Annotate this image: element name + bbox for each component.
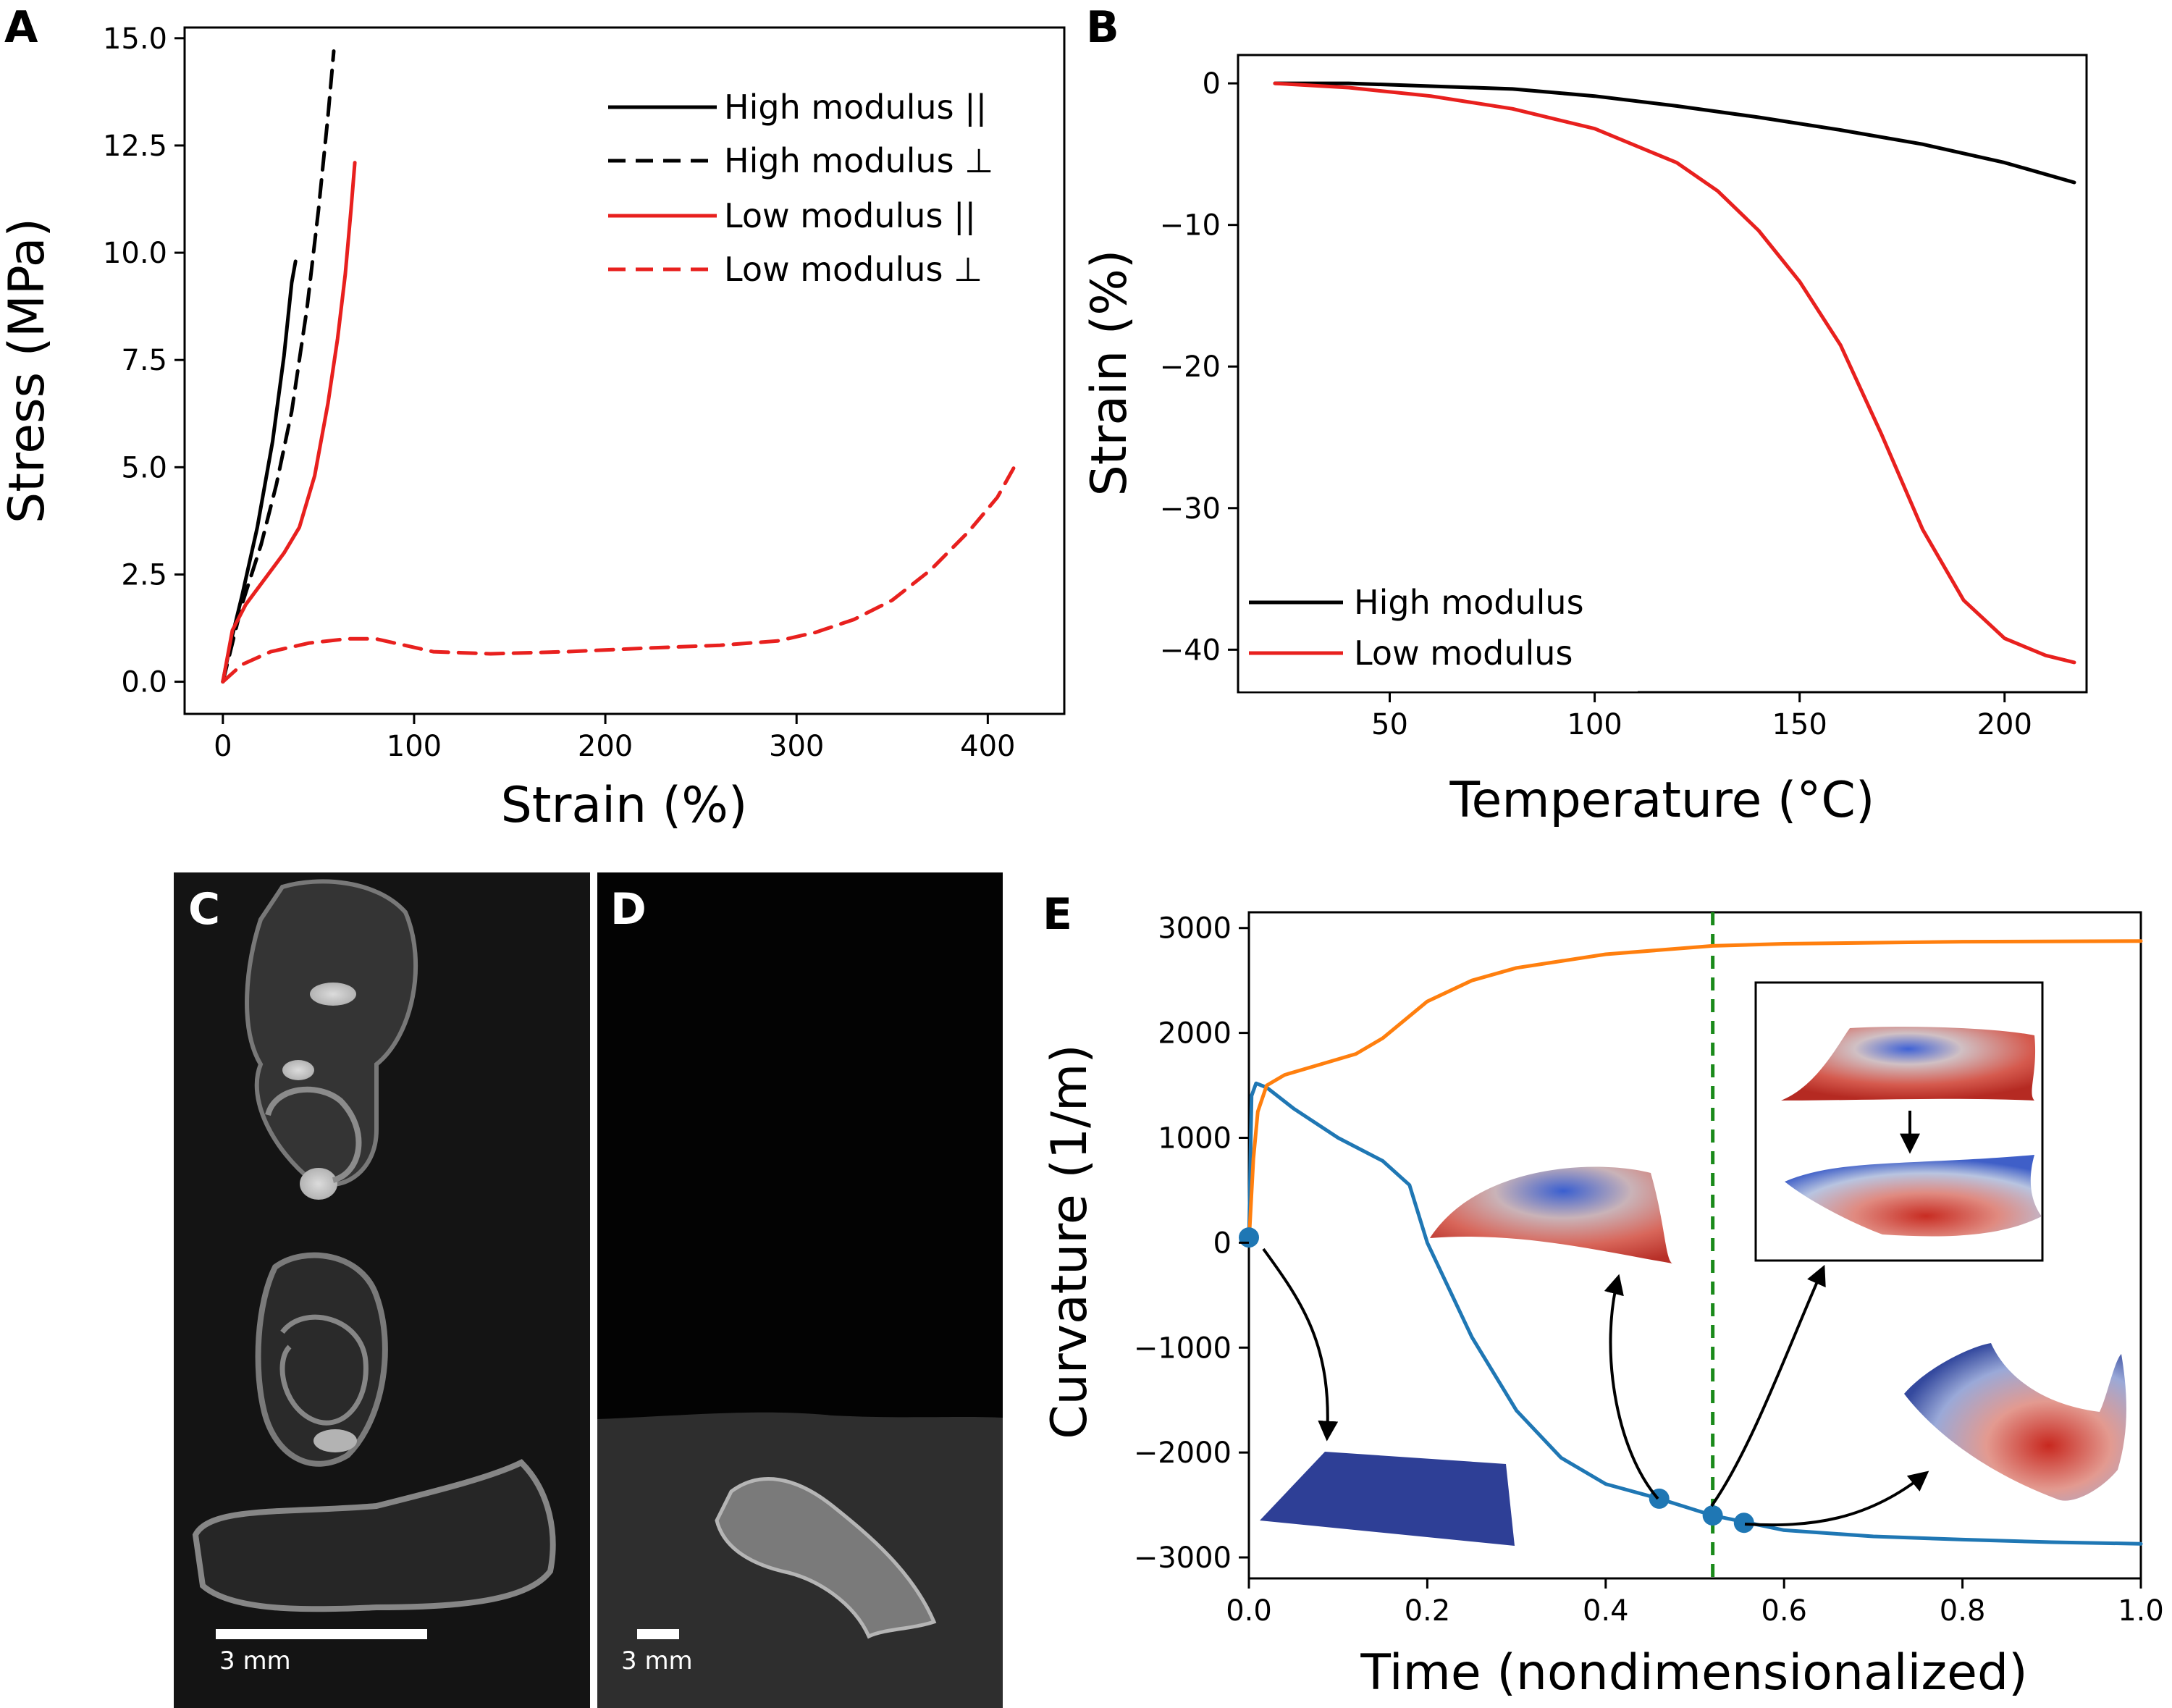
legend-b: High modulus Low modulus bbox=[1239, 539, 1638, 691]
x-ticks-a: 0 100 200 300 400 bbox=[214, 714, 1016, 763]
x-tick-label-e-4: 0.8 bbox=[1940, 1594, 1986, 1628]
y-tick-label-b-1: −10 bbox=[1160, 209, 1221, 243]
y-tick-label-b-0: 0 bbox=[1203, 67, 1221, 101]
scale-label-c: 3 mm bbox=[219, 1646, 291, 1675]
legend-label-a-3: Low modulus ⊥ bbox=[724, 250, 982, 289]
y-tick-label-e-3: 0 bbox=[1213, 1227, 1232, 1260]
series-line-e-1 bbox=[1247, 939, 2143, 1245]
y-tick-label-b-3: −30 bbox=[1160, 492, 1221, 526]
panel-a: A 0 100 200 300 400 0.0 2.5 5.0 7.5 10.0 12.5 15.0… bbox=[0, 2, 1066, 834]
y-ticks-b: 0 −10 −20 −30 −40 bbox=[1160, 67, 1238, 667]
y-tick-label-e-0: 3000 bbox=[1158, 912, 1232, 946]
y-tick-label-a-6: 15.0 bbox=[103, 22, 167, 56]
x-axis-title-a: Strain (%) bbox=[501, 777, 748, 834]
plot-frame-a bbox=[183, 26, 1066, 715]
inset-saddle-shell bbox=[1904, 1343, 2126, 1501]
x-tick-label-e-1: 0.2 bbox=[1405, 1594, 1451, 1628]
y-tick-label-e-4: −1000 bbox=[1134, 1332, 1232, 1365]
x-ticks-b: 50 100 150 200 bbox=[1371, 692, 2032, 741]
y-axis-title-e: Curvature (1/m) bbox=[1041, 1044, 1098, 1439]
scale-bar-c bbox=[216, 1629, 427, 1639]
scale-label-d: 3 mm bbox=[621, 1646, 693, 1675]
annotation-arrows-e bbox=[1262, 1248, 1929, 1527]
x-tick-label-e-3: 0.6 bbox=[1761, 1594, 1807, 1628]
y-tick-label-a-0: 0.0 bbox=[121, 666, 167, 699]
panel-letter-a: A bbox=[4, 2, 38, 53]
x-tick-label-e-5: 1.0 bbox=[2118, 1594, 2164, 1628]
inset-box bbox=[1754, 981, 2044, 1262]
y-tick-label-a-4: 10.0 bbox=[103, 237, 167, 270]
x-tick-label-b-2: 150 bbox=[1772, 708, 1827, 741]
panel-letter-d: D bbox=[610, 884, 647, 935]
y-ticks-e: 3000 2000 1000 0 −1000 −2000 −3000 bbox=[1134, 912, 1249, 1575]
x-tick-label-b-3: 200 bbox=[1977, 708, 2032, 741]
y-tick-label-e-2: 1000 bbox=[1158, 1122, 1232, 1155]
x-tick-label-a-1: 100 bbox=[387, 730, 442, 763]
legend-label-a-0: High modulus || bbox=[724, 88, 987, 127]
legend-label-b-1: Low modulus bbox=[1354, 634, 1573, 673]
panel-d: D 3 mm bbox=[597, 872, 1003, 1708]
x-tick-label-b-1: 100 bbox=[1567, 708, 1622, 741]
series-line-e-0 bbox=[1247, 1081, 2143, 1546]
x-tick-label-a-0: 0 bbox=[214, 730, 232, 763]
series-line-a-1 bbox=[221, 49, 336, 684]
x-tick-label-a-4: 400 bbox=[960, 730, 1015, 763]
y-tick-label-b-4: −40 bbox=[1160, 634, 1221, 667]
series-line-a-3 bbox=[221, 460, 1019, 684]
x-tick-label-e-0: 0.0 bbox=[1226, 1594, 1272, 1628]
panel-c: C 3 mm bbox=[174, 872, 590, 1708]
series-group-b bbox=[1273, 81, 2076, 665]
legend-a: High modulus || High modulus ⊥ Low modul… bbox=[608, 88, 993, 289]
series-line-a-2 bbox=[221, 161, 357, 684]
x-tick-label-a-2: 200 bbox=[578, 730, 633, 763]
series-line-a-0 bbox=[221, 259, 298, 684]
y-ticks-a: 0.0 2.5 5.0 7.5 10.0 12.5 15.0 bbox=[103, 22, 185, 699]
y-axis-title-a: Stress (MPa) bbox=[0, 218, 56, 523]
micrograph-c-features bbox=[192, 879, 556, 1612]
legend-label-b-0: High modulus bbox=[1354, 583, 1584, 622]
scale-bar-d bbox=[637, 1629, 679, 1639]
legend-label-a-1: High modulus ⊥ bbox=[724, 141, 993, 180]
series-group-e bbox=[1239, 912, 2143, 1578]
x-axis-title-b: Temperature (°C) bbox=[1449, 772, 1875, 829]
panel-letter-c: C bbox=[188, 884, 220, 935]
panel-letter-b: B bbox=[1086, 2, 1119, 53]
data-point-e-2 bbox=[1702, 1505, 1723, 1526]
y-tick-label-e-6: −3000 bbox=[1134, 1541, 1232, 1575]
y-tick-label-a-1: 2.5 bbox=[121, 558, 167, 592]
y-tick-label-a-2: 5.0 bbox=[121, 451, 167, 484]
panel-e: E 0.0 0.2 0.4 0.6 0.8 1.0 3000 2000 1000 0 −1000 −… bbox=[1041, 889, 2164, 1701]
data-point-e-3 bbox=[1733, 1513, 1754, 1534]
panel-b: B 50 100 150 200 0 −10 −20 −30 −40 Temperature … bbox=[1081, 2, 2088, 829]
legend-label-a-2: Low modulus || bbox=[724, 196, 976, 236]
inset-dome-shell bbox=[1430, 1166, 1672, 1263]
x-axis-title-e: Time (nondimensionalized) bbox=[1360, 1644, 2027, 1701]
panel-letter-e: E bbox=[1043, 889, 1072, 940]
y-tick-label-e-1: 2000 bbox=[1158, 1017, 1232, 1051]
y-axis-title-b: Strain (%) bbox=[1081, 250, 1138, 497]
inset-flat-sheet bbox=[1260, 1452, 1515, 1546]
y-tick-label-a-5: 12.5 bbox=[103, 130, 167, 163]
series-group-a bbox=[221, 49, 1019, 684]
y-tick-label-e-5: −2000 bbox=[1134, 1436, 1232, 1470]
x-tick-label-e-2: 0.4 bbox=[1583, 1594, 1629, 1628]
plot-frame-b bbox=[1237, 54, 2088, 694]
y-tick-label-a-3: 7.5 bbox=[121, 344, 167, 377]
y-tick-label-b-2: −20 bbox=[1160, 350, 1221, 384]
series-line-b-1 bbox=[1273, 81, 2076, 665]
series-line-b-0 bbox=[1273, 81, 2076, 185]
printed-part-d bbox=[715, 1477, 937, 1639]
x-tick-label-b-0: 50 bbox=[1371, 708, 1408, 741]
data-point-e-0 bbox=[1239, 1227, 1259, 1248]
x-ticks-e: 0.0 0.2 0.4 0.6 0.8 1.0 bbox=[1226, 1578, 2164, 1628]
x-tick-label-a-3: 300 bbox=[769, 730, 824, 763]
legend-box-b bbox=[1239, 539, 1638, 691]
